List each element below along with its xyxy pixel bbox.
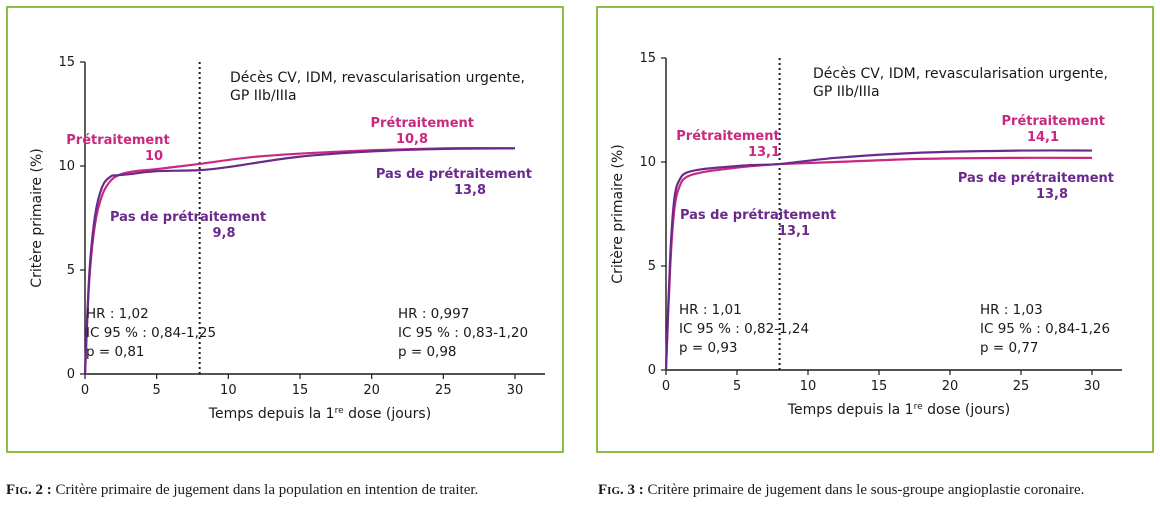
x-tick-label: 15 — [292, 383, 309, 398]
x-tick-label: 10 — [800, 379, 817, 394]
x-tick-label: 0 — [662, 379, 670, 394]
caption-text: Critère primaire de jugement dans le sou… — [647, 482, 1085, 498]
stats-right-line: IC 95 % : 0,83-1,20 — [398, 325, 528, 341]
chart-panel-fig3: 0 5 10 15 0 5 10 15 20 25 30 Critère primaire (%) Te… — [596, 6, 1154, 453]
chart-title: Décès CV, IDM, revascularisation urgente… — [813, 66, 1108, 100]
annotation-pretraitement-left-value: 10 — [145, 149, 163, 164]
series-line-pretraitement — [83, 146, 516, 375]
stats-left-line: IC 95 % : 0,84-1,25 — [86, 325, 216, 341]
chart-title: Décès CV, IDM, revascularisation urgente… — [230, 70, 525, 104]
y-tick-label: 10 — [58, 159, 75, 174]
x-tick-label: 10 — [220, 383, 237, 398]
annotation-pas-de-pretraitement-left-label: Pas de prétraitement — [110, 210, 266, 225]
y-tick-label: 0 — [67, 367, 75, 382]
y-axis-title: Critère primaire (%) — [29, 148, 45, 287]
annotation-pretraitement-left-label: Prétraitement — [66, 133, 169, 148]
x-tick-label: 25 — [1013, 379, 1030, 394]
caption-text: Critère primaire de jugement dans la pop… — [55, 482, 479, 498]
annotation-pretraitement-right-label: Prétraitement — [371, 116, 474, 131]
y-tick-label: 5 — [67, 263, 75, 278]
annotation-pas-de-pretraitement-right-value: 13,8 — [454, 183, 486, 198]
y-tick-label: 15 — [58, 55, 75, 70]
x-tick-label: 30 — [507, 383, 524, 398]
x-tick-label: 20 — [942, 379, 959, 394]
series-line-pas-de-pretraitement — [664, 149, 1093, 371]
annotation-pretraitement-right-label: Prétraitement — [1002, 114, 1105, 129]
annotation-pretraitement-right-value: 10,8 — [396, 132, 428, 147]
x-tick-label: 20 — [363, 383, 380, 398]
annotation-pas-de-pretraitement-left-value: 9,8 — [212, 226, 235, 241]
x-axis-title: Temps depuis la 1re dose (jours) — [208, 406, 431, 422]
annotation-pas-de-pretraitement-right-label: Pas de prétraitement — [958, 171, 1114, 186]
chart-panel-fig2: 0 5 10 15 0 5 10 15 20 25 30 Critère primaire (%) Te… — [6, 6, 564, 453]
y-axis-title: Critère primaire (%) — [610, 144, 626, 283]
x-tick-label: 25 — [435, 383, 452, 398]
annotation-pas-de-pretraitement-left-label: Pas de prétraitement — [680, 208, 836, 223]
annotation-pas-de-pretraitement-left-value: 13,1 — [778, 224, 810, 239]
chart-fig3: 0 5 10 15 0 5 10 15 20 25 30 Critère primaire (%) Te… — [610, 51, 1122, 418]
y-tick-label: 5 — [648, 259, 656, 274]
y-tick-label: 15 — [639, 51, 656, 66]
figure-caption-fig2: Fig. 2 : Critère primaire de jugement da… — [6, 482, 478, 499]
series-line-pretraitement — [664, 156, 1093, 371]
y-tick-label: 10 — [639, 155, 656, 170]
stats-left-line: HR : 1,02 — [86, 306, 149, 322]
x-tick-label: 0 — [81, 383, 89, 398]
annotation-pas-de-pretraitement-right-value: 13,8 — [1036, 187, 1068, 202]
x-tick-label: 5 — [733, 379, 741, 394]
annotation-pretraitement-right-value: 14,1 — [1027, 130, 1059, 145]
y-tick-label: 0 — [648, 363, 656, 378]
stats-right-line: p = 0,98 — [398, 344, 457, 360]
annotation-pretraitement-left-value: 13,1 — [748, 145, 780, 160]
series-line-pas-de-pretraitement — [83, 147, 516, 375]
annotation-pas-de-pretraitement-right-label: Pas de prétraitement — [376, 167, 532, 182]
stats-left-line: HR : 1,01 — [679, 302, 742, 318]
stats-right-line: HR : 0,997 — [398, 306, 469, 322]
caption-fig-label: Fig. 3 : — [598, 482, 644, 498]
x-axis-title: Temps depuis la 1re dose (jours) — [787, 402, 1010, 418]
x-tick-label: 15 — [871, 379, 888, 394]
stats-left-line: p = 0,81 — [86, 344, 145, 360]
stats-right-line: p = 0,77 — [980, 340, 1039, 356]
stats-right-line: IC 95 % : 0,84-1,26 — [980, 321, 1110, 337]
stats-left-line: IC 95 % : 0,82-1,24 — [679, 321, 809, 337]
x-tick-label: 30 — [1084, 379, 1101, 394]
chart-fig2: 0 5 10 15 0 5 10 15 20 25 30 Critère primaire (%) Te… — [29, 55, 545, 422]
caption-fig-label: Fig. 2 : — [6, 482, 52, 498]
stats-right-line: HR : 1,03 — [980, 302, 1043, 318]
x-tick-label: 5 — [153, 383, 161, 398]
annotation-pretraitement-left-label: Prétraitement — [676, 129, 779, 144]
figure-caption-fig3: Fig. 3 : Critère primaire de jugement da… — [598, 482, 1084, 499]
stats-left-line: p = 0,93 — [679, 340, 738, 356]
